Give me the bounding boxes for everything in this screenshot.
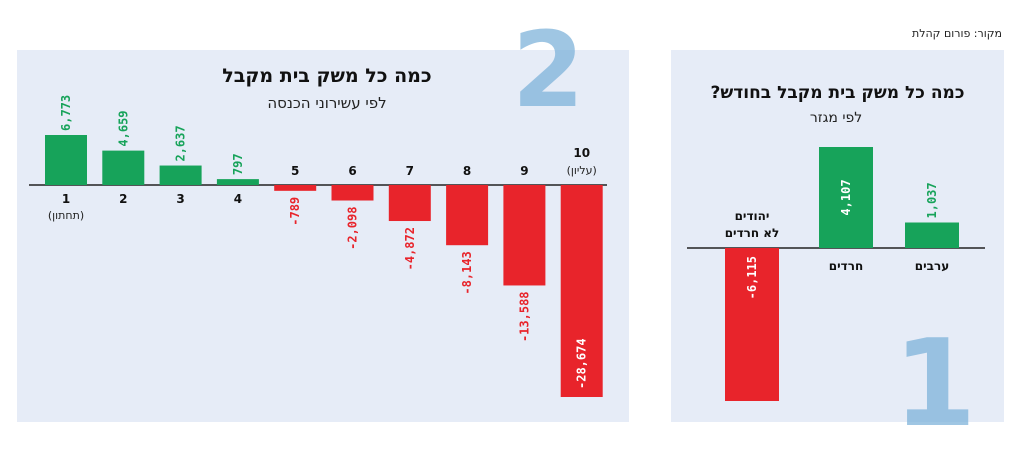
deciles-bar bbox=[446, 185, 489, 246]
sectors-value-label: -6,115 bbox=[745, 256, 759, 299]
sectors-bar bbox=[819, 147, 873, 248]
deciles-value-label: 797 bbox=[231, 153, 245, 175]
sectors-category-label: יהודים bbox=[735, 209, 770, 223]
deciles-bar-chart: 6,773 1 (תחתון) 4,659 2 2,637 3 797 4 -789 5 -2,098… bbox=[29, 95, 607, 397]
deciles-category-label: 7 bbox=[406, 164, 414, 178]
deciles-bar bbox=[159, 165, 202, 185]
chart-panel-deciles: 2 כמה כל משק בית מקבל לפי עשירוני הכנסה … bbox=[17, 18, 629, 422]
deciles-category-label: 9 bbox=[520, 164, 528, 178]
sectors-chart-title: כמה כל משק בית מקבל בחודש? bbox=[710, 83, 965, 103]
sectors-value-label: 1,037 bbox=[925, 182, 939, 218]
deciles-chart-subtitle: לפי עשירוני הכנסה bbox=[267, 94, 387, 112]
deciles-category-label: 3 bbox=[176, 192, 184, 206]
source-note: מקור: פורום קהלת bbox=[911, 27, 1002, 40]
deciles-category-label: 8 bbox=[463, 164, 471, 178]
deciles-bar bbox=[388, 185, 431, 222]
sectors-category-label: חרדים bbox=[829, 259, 863, 273]
deciles-bar bbox=[216, 179, 259, 185]
sectors-bar bbox=[905, 222, 959, 248]
chart-panel-sectors: כמה כל משק בית מקבל בחודש? לפי מגזר -6,1… bbox=[671, 50, 1004, 445]
sectors-category-label: ערבים bbox=[915, 259, 949, 273]
deciles-category-label: 4 bbox=[234, 192, 242, 206]
panel-number-1: 1 bbox=[893, 315, 977, 454]
deciles-value-label: -8,143 bbox=[460, 251, 474, 294]
deciles-value-label: -4,872 bbox=[403, 227, 417, 270]
deciles-category-label: 6 bbox=[348, 164, 356, 178]
deciles-bar bbox=[503, 185, 546, 286]
sectors-bar-chart: -6,115 יהודים לא חרדים 4,107 חרדים 1,037 ערבים bbox=[687, 147, 985, 401]
panel-number-2: 2 bbox=[512, 9, 585, 131]
sectors-bar bbox=[725, 248, 779, 401]
deciles-bar bbox=[102, 150, 145, 185]
sectors-value-label: 4,107 bbox=[839, 179, 853, 215]
deciles-category-note: (עליון) bbox=[567, 164, 597, 177]
sectors-category-label: לא חרדים bbox=[725, 226, 780, 240]
deciles-value-label: -789 bbox=[288, 197, 302, 226]
deciles-bar bbox=[560, 185, 603, 397]
deciles-chart-title: כמה כל משק בית מקבל bbox=[222, 65, 432, 87]
deciles-value-label: -28,674 bbox=[575, 338, 589, 389]
deciles-bar bbox=[331, 185, 374, 201]
deciles-value-label: 4,659 bbox=[116, 110, 130, 146]
deciles-value-label: 6,773 bbox=[59, 95, 73, 131]
deciles-bar bbox=[45, 135, 87, 185]
deciles-category-label: 2 bbox=[119, 192, 127, 206]
deciles-category-note: (תחתון) bbox=[48, 209, 84, 222]
sectors-chart-subtitle: לפי מגזר bbox=[809, 110, 863, 126]
deciles-value-label: 2,637 bbox=[174, 125, 188, 161]
deciles-value-label: -2,098 bbox=[346, 207, 360, 250]
deciles-category-label: 5 bbox=[291, 164, 299, 178]
deciles-value-label: -13,588 bbox=[517, 291, 531, 342]
deciles-bar bbox=[274, 185, 317, 191]
deciles-category-label: 1 bbox=[62, 192, 70, 206]
deciles-category-label: 10 bbox=[573, 146, 590, 160]
